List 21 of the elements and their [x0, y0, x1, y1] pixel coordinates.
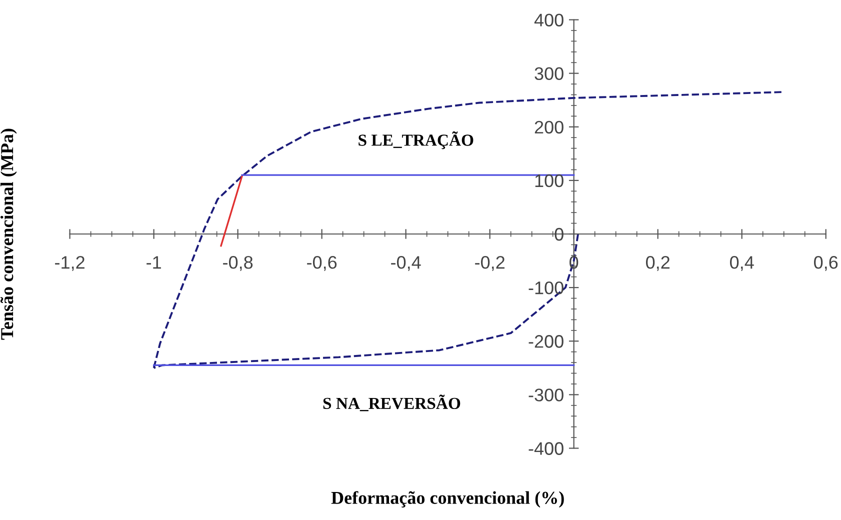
x-tick-label: -0,4 [391, 256, 421, 271]
series-label: S NA_REVERSÃO [323, 394, 460, 412]
y-tick-label: -100 [528, 281, 564, 294]
x-tick-label: 0,2 [646, 256, 670, 271]
x-tick-label: -0,8 [223, 256, 253, 271]
y-tick-label: 400 [534, 14, 564, 26]
x-tick-label: -0,6 [307, 256, 337, 271]
x-tick-label: -0,2 [475, 256, 504, 271]
x-tick-label: 0,4 [730, 256, 754, 271]
x-tick-label: -1,2 [55, 256, 84, 271]
y-tick-label: 200 [534, 120, 564, 134]
y-axis-title: Tensão convencional (MPa) [0, 128, 17, 340]
y-tick-label: -400 [528, 442, 564, 455]
x-axis-title: Deformação convencional (%) [331, 491, 564, 508]
series-label: S LE_TRAÇÃO [358, 131, 474, 150]
x-tick-label: -1 [146, 256, 161, 269]
y-tick-label: 300 [534, 67, 564, 80]
y-tick-label: -200 [528, 335, 564, 348]
y-tick-label: 100 [535, 174, 564, 188]
y-tick-label: -300 [528, 388, 564, 402]
x-tick-label: 0,6 [814, 256, 838, 271]
